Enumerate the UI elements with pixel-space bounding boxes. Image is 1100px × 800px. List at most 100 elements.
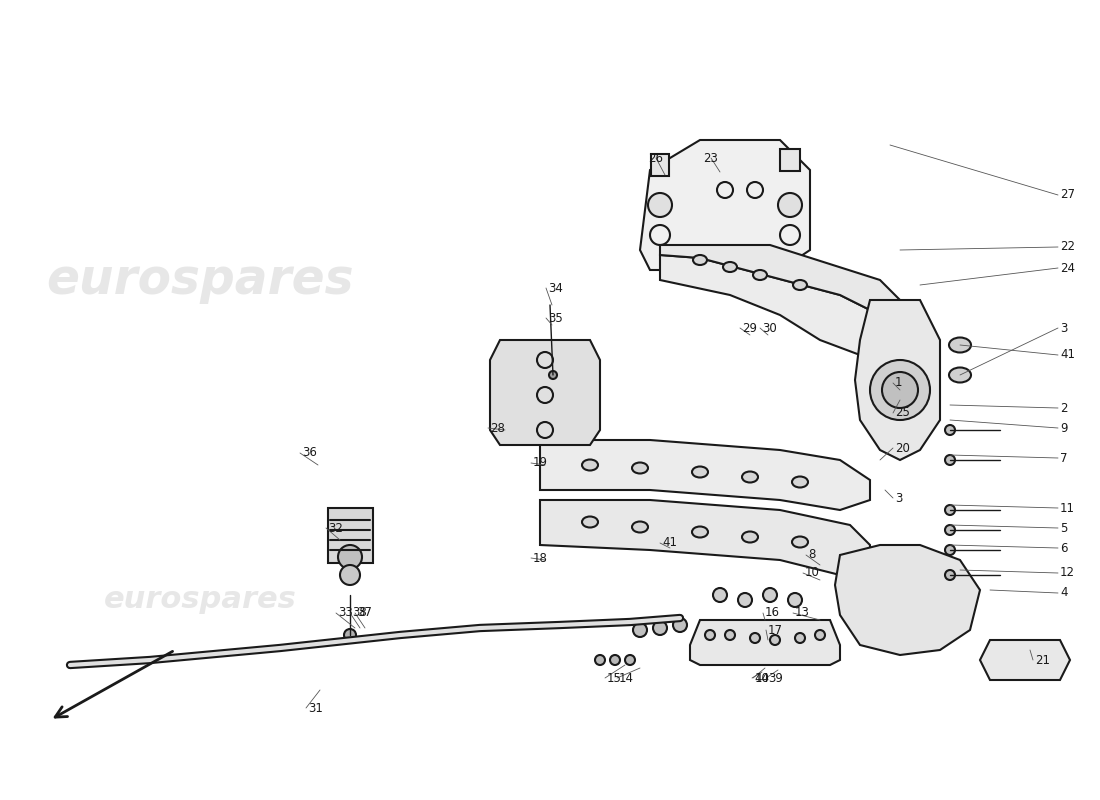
Circle shape: [945, 425, 955, 435]
Circle shape: [750, 633, 760, 643]
Circle shape: [945, 505, 955, 515]
Polygon shape: [540, 500, 870, 575]
Text: 40: 40: [754, 671, 769, 685]
Circle shape: [770, 635, 780, 645]
Text: 38: 38: [352, 606, 366, 619]
Text: 34: 34: [548, 282, 563, 294]
Ellipse shape: [742, 531, 758, 542]
Text: 23: 23: [703, 151, 718, 165]
Text: 3: 3: [1060, 322, 1067, 334]
Text: 28: 28: [490, 422, 505, 434]
Ellipse shape: [754, 270, 767, 280]
Text: 5: 5: [1060, 522, 1067, 534]
Text: 6: 6: [1060, 542, 1067, 554]
FancyBboxPatch shape: [780, 149, 800, 171]
Text: 9: 9: [1060, 422, 1067, 434]
Ellipse shape: [632, 522, 648, 533]
Ellipse shape: [949, 367, 971, 382]
Circle shape: [945, 545, 955, 555]
Text: 31: 31: [308, 702, 323, 714]
Polygon shape: [660, 255, 900, 355]
Circle shape: [795, 633, 805, 643]
Ellipse shape: [632, 462, 648, 474]
Text: eurospares: eurospares: [46, 256, 354, 304]
Text: 39: 39: [768, 671, 783, 685]
Circle shape: [705, 630, 715, 640]
Ellipse shape: [582, 517, 598, 527]
Text: 26: 26: [648, 151, 663, 165]
Text: 19: 19: [534, 457, 548, 470]
Text: 4: 4: [1060, 586, 1067, 599]
Polygon shape: [540, 440, 870, 510]
Text: 11: 11: [1060, 502, 1075, 514]
Text: 17: 17: [768, 623, 783, 637]
Ellipse shape: [792, 537, 808, 547]
Text: 2: 2: [1060, 402, 1067, 414]
Text: 10: 10: [805, 566, 820, 579]
Text: 32: 32: [328, 522, 343, 534]
Circle shape: [595, 655, 605, 665]
Circle shape: [788, 593, 802, 607]
Text: 14: 14: [755, 671, 770, 685]
Circle shape: [549, 371, 557, 379]
Polygon shape: [490, 340, 600, 445]
Circle shape: [945, 570, 955, 580]
Circle shape: [882, 372, 918, 408]
Text: 35: 35: [548, 311, 563, 325]
Text: 37: 37: [358, 606, 372, 619]
Circle shape: [632, 623, 647, 637]
Text: 36: 36: [302, 446, 317, 459]
Ellipse shape: [340, 565, 360, 585]
Ellipse shape: [692, 526, 708, 538]
Text: 33: 33: [338, 606, 353, 619]
Circle shape: [344, 629, 356, 641]
Circle shape: [815, 630, 825, 640]
Text: 29: 29: [742, 322, 757, 334]
Ellipse shape: [693, 255, 707, 265]
Ellipse shape: [723, 262, 737, 272]
Circle shape: [653, 621, 667, 635]
Text: 20: 20: [895, 442, 910, 454]
Circle shape: [738, 593, 752, 607]
Text: 3: 3: [895, 491, 902, 505]
Circle shape: [338, 545, 362, 569]
Circle shape: [945, 455, 955, 465]
Ellipse shape: [582, 459, 598, 470]
Polygon shape: [835, 545, 980, 655]
Circle shape: [763, 588, 777, 602]
Polygon shape: [855, 300, 940, 460]
Text: 30: 30: [762, 322, 777, 334]
Text: 41: 41: [1060, 349, 1075, 362]
FancyBboxPatch shape: [328, 507, 373, 562]
Text: 14: 14: [619, 671, 634, 685]
Ellipse shape: [793, 280, 807, 290]
Text: 24: 24: [1060, 262, 1075, 274]
Text: 13: 13: [795, 606, 810, 619]
Polygon shape: [690, 620, 840, 665]
Ellipse shape: [692, 466, 708, 478]
Circle shape: [945, 525, 955, 535]
Ellipse shape: [742, 471, 758, 482]
Text: 27: 27: [1060, 189, 1075, 202]
Text: 1: 1: [895, 377, 902, 390]
Ellipse shape: [949, 338, 971, 353]
Polygon shape: [640, 140, 810, 270]
Text: 22: 22: [1060, 241, 1075, 254]
Text: 25: 25: [895, 406, 910, 419]
Text: 7: 7: [1060, 451, 1067, 465]
Circle shape: [725, 630, 735, 640]
Ellipse shape: [792, 477, 808, 487]
Circle shape: [778, 193, 802, 217]
Text: 8: 8: [808, 549, 815, 562]
Text: 18: 18: [534, 551, 548, 565]
Text: eurospares: eurospares: [103, 586, 296, 614]
Polygon shape: [660, 245, 900, 320]
Circle shape: [870, 360, 930, 420]
Text: 16: 16: [764, 606, 780, 619]
Text: 21: 21: [1035, 654, 1050, 666]
Circle shape: [648, 193, 672, 217]
Circle shape: [610, 655, 620, 665]
FancyBboxPatch shape: [651, 154, 669, 176]
Circle shape: [673, 618, 688, 632]
Text: 41: 41: [662, 537, 676, 550]
